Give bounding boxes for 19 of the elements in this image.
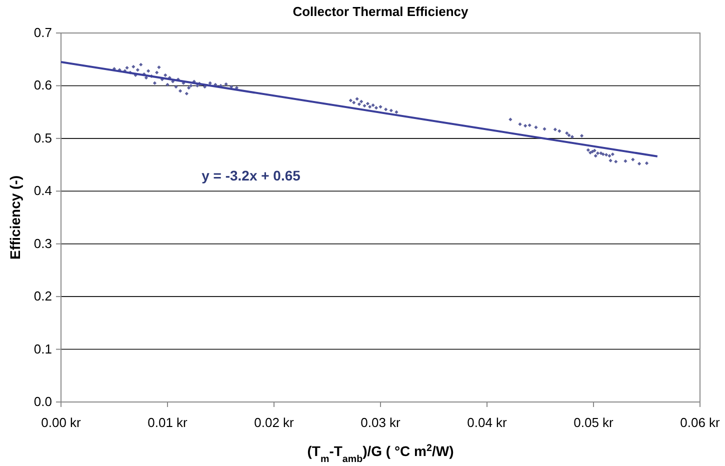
y-tick-label: 0.3: [34, 236, 52, 251]
y-tick-label: 0.6: [34, 78, 52, 93]
y-tick-label: 0.7: [34, 25, 52, 40]
x-tick-label: 0.02 kr: [254, 415, 295, 430]
x-tick-label: 0.01 kr: [148, 415, 188, 430]
y-tick-label: 0.4: [34, 183, 52, 198]
y-tick-label: 0.1: [34, 341, 52, 356]
y-tick-label: 0.5: [34, 130, 52, 146]
x-tick-label: 0.00 kr: [41, 415, 82, 430]
x-tick-label: 0.06 kr: [680, 415, 721, 430]
y-tick-label: 0.2: [34, 288, 52, 304]
y-tick-label: 0.0: [34, 394, 52, 409]
annotation: y = -3.2x + 0.65: [202, 168, 301, 184]
x-tick-label: 0.04 kr: [467, 415, 508, 430]
x-tick-label: 0.05 kr: [574, 415, 614, 430]
y-axis-title: Efficiency (-): [7, 175, 23, 260]
x-axis-title: (T$_{m}$-T$_{amb}$)/G ( °C m$^{2}$/W): [307, 442, 454, 464]
chart-title: Collector Thermal Efficiency: [292, 4, 470, 19]
x-tick-label: 0.03 kr: [360, 415, 402, 430]
